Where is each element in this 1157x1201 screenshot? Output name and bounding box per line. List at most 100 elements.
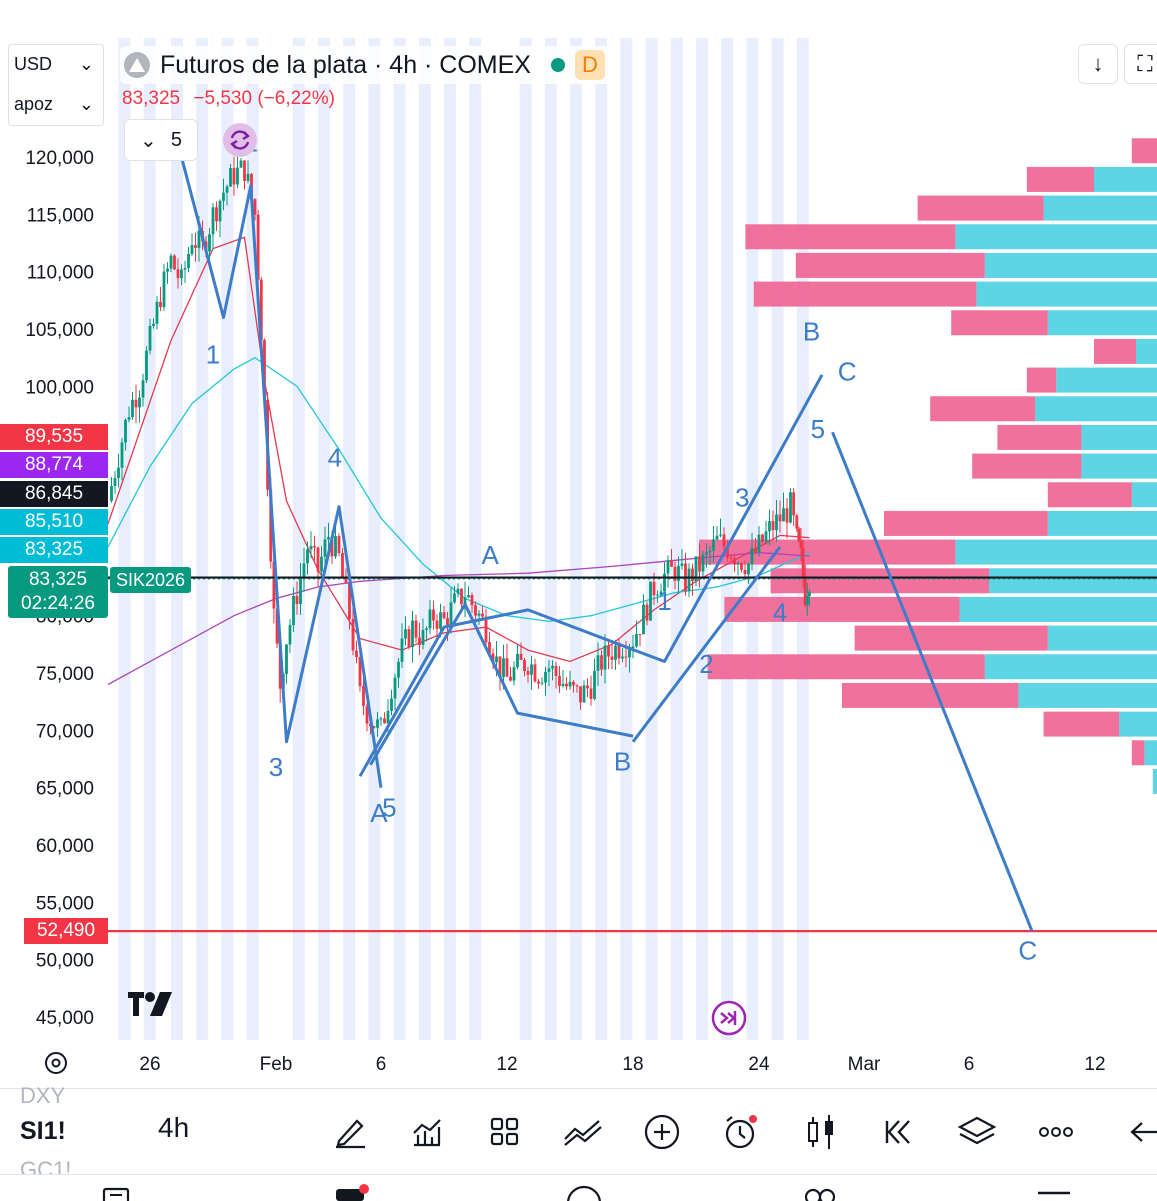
market-open-icon (550, 58, 565, 72)
candle-body-178 (729, 557, 733, 559)
back-button[interactable] (1128, 1110, 1157, 1154)
vp-down-bar-7 (1094, 338, 1136, 364)
candle-body-102 (463, 597, 467, 605)
candle-body-77 (376, 719, 379, 728)
arrow-down-icon: ↓ (1092, 51, 1104, 76)
chart-nav-icon[interactable] (334, 1183, 374, 1201)
more-button[interactable] (1034, 1110, 1078, 1154)
candle-body-179 (733, 558, 736, 565)
candle-body-158 (659, 591, 663, 595)
drawing-tool-button[interactable] (328, 1110, 372, 1154)
candle-body-64 (330, 537, 334, 557)
candle-body-41 (253, 199, 257, 215)
candle-body-157 (656, 594, 659, 596)
menu-icon[interactable] (1036, 1189, 1072, 1201)
horizontal-lines (108, 576, 1157, 933)
candle-body-69 (348, 582, 351, 619)
candle-body-25 (197, 230, 201, 248)
download-button[interactable]: ↓ (1078, 44, 1118, 84)
x-tick-label: 6 (376, 1054, 387, 1075)
candle-body-54 (295, 595, 299, 605)
vp-up-bar-22 (1152, 768, 1157, 794)
session-band-19 (645, 38, 658, 1040)
candle-body-176 (722, 534, 726, 546)
scale-select[interactable]: apoz ⌄ (8, 85, 100, 123)
candle-body-153 (642, 604, 645, 635)
delayed-data-badge[interactable]: D (574, 50, 605, 80)
candle-body-116 (512, 667, 516, 681)
watchlist-icon[interactable] (102, 1187, 130, 1201)
symbol-prev[interactable]: DXY (20, 1083, 66, 1108)
candle-body-194 (785, 508, 789, 523)
price-chart[interactable]: 12345AAB12345BCC 120,000115,000110,00010… (0, 0, 1157, 1088)
replay-button[interactable] (876, 1110, 920, 1154)
wave-refresh-icon (223, 123, 257, 157)
indicators-button[interactable] (405, 1110, 449, 1154)
price-change: −5,530 (−6,22%) (193, 88, 335, 109)
symbol-title[interactable]: Futuros de la plata · 4h · COMEX D (120, 46, 613, 84)
candle-body-186 (757, 534, 761, 553)
chevron-down-icon: ⌄ (78, 53, 94, 74)
session-band-20 (670, 38, 683, 1040)
candle-body-164 (680, 563, 684, 566)
compare-button[interactable] (561, 1110, 605, 1154)
ohlc-line: 83,325 −5,530 (−6,22%) (122, 88, 335, 110)
candle-body-130 (561, 683, 565, 687)
wave-labels: 12345AAB12345BCC (206, 127, 1037, 965)
candle-body-203 (808, 592, 811, 597)
candle-body-132 (568, 681, 572, 687)
candle-body-88 (414, 620, 418, 638)
chart-type-button[interactable] (799, 1110, 843, 1154)
community-icon[interactable] (800, 1185, 840, 1201)
candle-body-110 (491, 653, 495, 663)
candle-body-78 (379, 718, 383, 720)
bar-countdown: 02:24:26 (21, 593, 95, 614)
layers-button[interactable] (955, 1110, 999, 1154)
wave-label-3: 4 (328, 443, 342, 473)
candle-body-48 (275, 608, 279, 644)
candle-body-150 (631, 646, 635, 649)
price-tag-1: 88,774 (0, 452, 108, 478)
explore-icon[interactable] (564, 1185, 604, 1201)
candle-body-3 (120, 442, 124, 468)
candle-body-144 (610, 656, 614, 660)
fullscreen-button[interactable]: ⛶ (1124, 44, 1157, 84)
session-band-1 (143, 38, 156, 1040)
currency-select[interactable]: USD ⌄ (8, 45, 100, 83)
candle-body-62 (323, 539, 327, 557)
candle-body-135 (579, 686, 582, 703)
arrow-left-icon (1130, 1122, 1157, 1142)
ma-mid (107, 356, 810, 623)
vp-down-bar-1 (1026, 166, 1094, 192)
wave-degree-control[interactable]: ⌄ 5 (124, 119, 198, 161)
symbol-title-text: Futuros de la plata · 4h · COMEX (160, 50, 531, 79)
candle-body-125 (544, 671, 547, 683)
vp-up-bar-16 (959, 596, 1157, 622)
session-band-18 (620, 38, 633, 1040)
y-tick-label: 110,000 (27, 263, 94, 284)
symbol-current[interactable]: SI1! (20, 1117, 66, 1145)
alerts-button[interactable] (718, 1110, 762, 1154)
price-tag-0: 89,535 (0, 424, 108, 450)
candle-body-148 (624, 656, 628, 658)
vp-up-bar-13 (1047, 510, 1157, 536)
session-band-5 (246, 38, 259, 1040)
vp-down-bar-20 (1043, 711, 1120, 737)
add-button[interactable] (640, 1110, 684, 1154)
timeframe-button[interactable]: 4h (158, 1112, 190, 1143)
candle-body-94 (435, 620, 439, 629)
candle-body-191 (775, 514, 778, 531)
candle-body-19 (176, 269, 180, 279)
grid-icon (490, 1117, 519, 1146)
candle-body-104 (470, 595, 474, 606)
candle-body-137 (586, 685, 589, 689)
candle-body-90 (421, 629, 425, 645)
candle-body-120 (526, 671, 530, 675)
session-band-15 (544, 38, 557, 1040)
wave-line-abc-2 (358, 374, 824, 777)
candle-body-151 (635, 634, 638, 647)
candle-body-93 (432, 609, 435, 621)
vp-up-bar-21 (1144, 740, 1157, 766)
candle-body-18 (173, 255, 176, 270)
layouts-button[interactable] (483, 1110, 527, 1154)
